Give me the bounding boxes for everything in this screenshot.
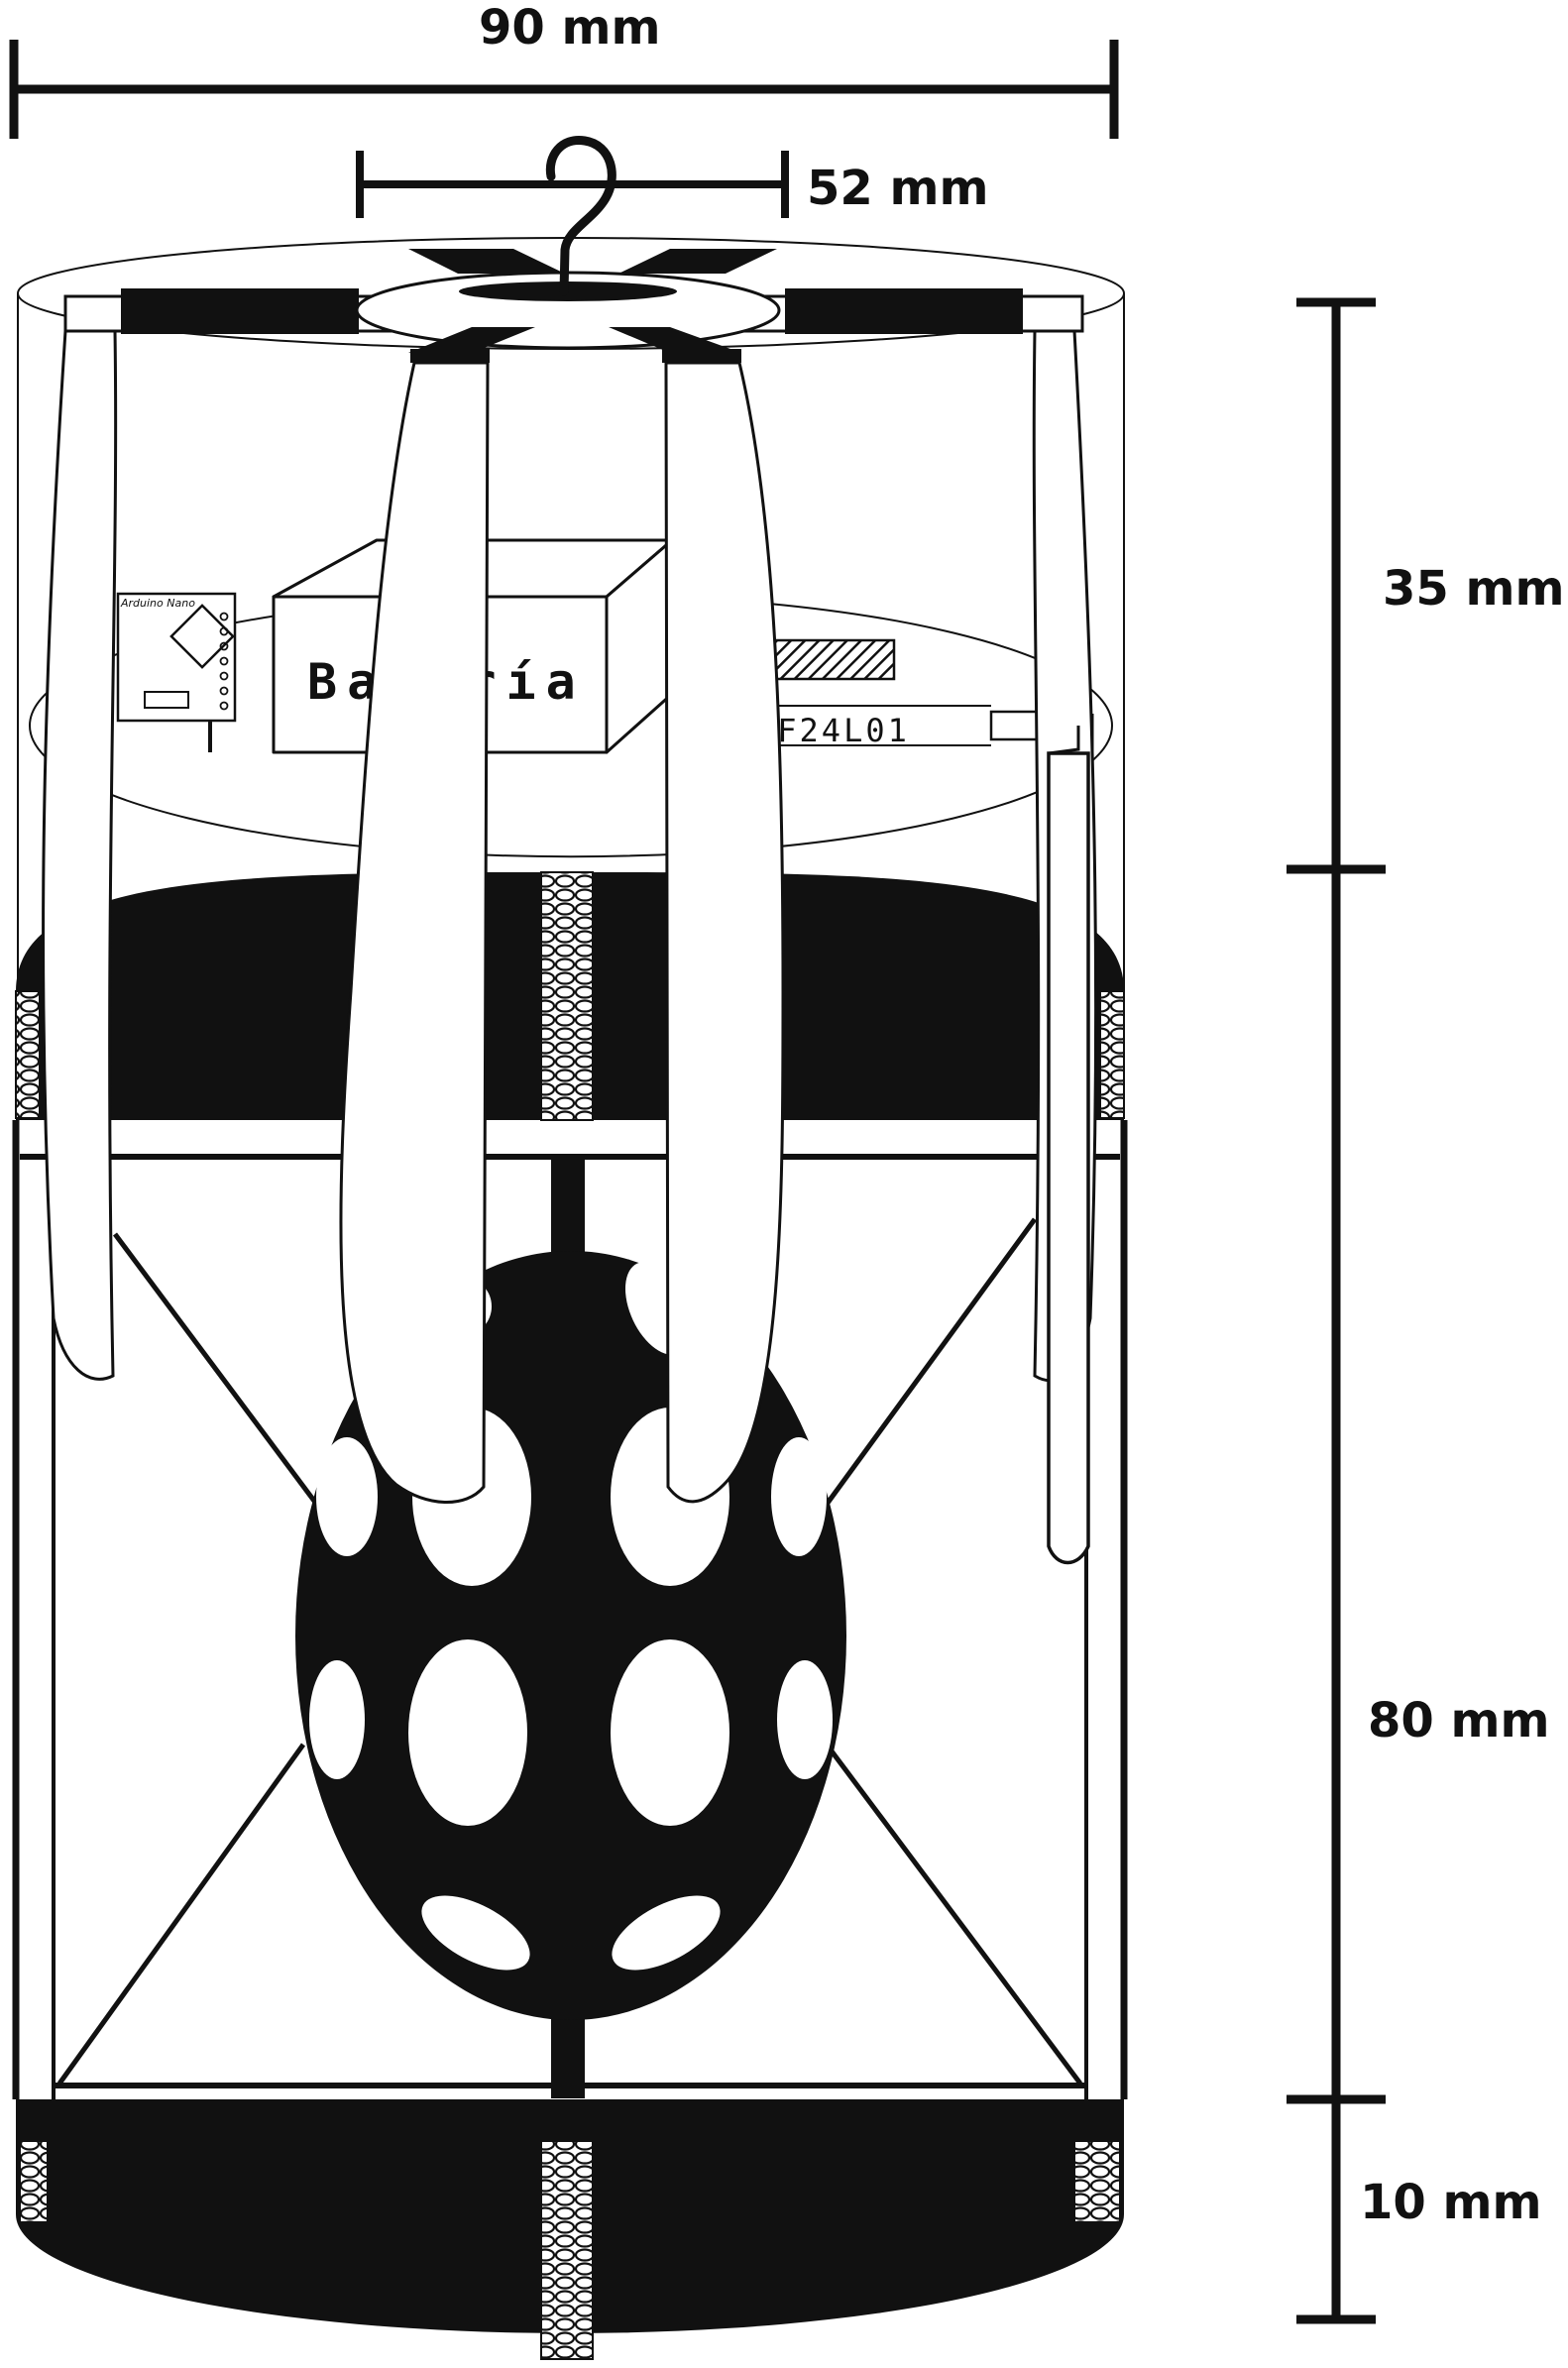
bottom-black-disc bbox=[16, 2099, 1124, 2360]
arduino-nano-board bbox=[116, 592, 237, 752]
dimension-width-inner bbox=[356, 151, 789, 218]
dimension-label-width-inner: 52 mm bbox=[807, 161, 989, 216]
upper-black-disc bbox=[15, 871, 1125, 1160]
dimension-width-outer bbox=[9, 40, 1119, 139]
dimension-label-height-top: 35 mm bbox=[1383, 561, 1565, 617]
arduino-nano-label: Arduino Nano bbox=[120, 597, 195, 610]
top-clamps bbox=[408, 249, 777, 363]
dimension-label-height-middle: 80 mm bbox=[1368, 1693, 1550, 1748]
dimension-label-height-bottom: 10 mm bbox=[1360, 2175, 1542, 2230]
hanging-hook bbox=[545, 136, 616, 296]
antenna bbox=[1047, 726, 1090, 1565]
dimension-label-width-outer: 90 mm bbox=[479, 0, 661, 56]
dimension-height bbox=[1287, 297, 1386, 2324]
